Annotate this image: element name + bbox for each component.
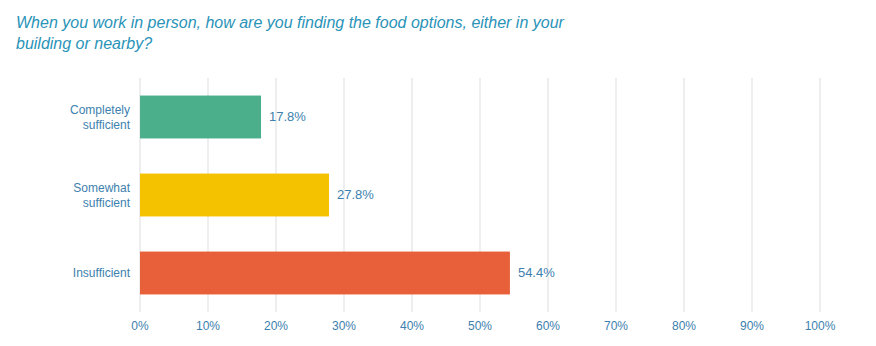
category-label-line: sufficient (83, 196, 131, 210)
tick-label: 40% (400, 319, 424, 333)
data-label: 54.4% (518, 265, 555, 280)
tick-label: 100% (805, 319, 836, 333)
chart-container: When you work in person, how are you fin… (0, 0, 876, 346)
tick-label: 20% (264, 319, 288, 333)
category-label: Insufficient (73, 266, 131, 280)
tick-label: 80% (672, 319, 696, 333)
tick-label: 90% (740, 319, 764, 333)
data-label: 27.8% (337, 187, 374, 202)
tick-label: 10% (196, 319, 220, 333)
grid-line (820, 78, 821, 312)
chart-svg: When you work in person, how are you fin… (0, 0, 876, 346)
title-line: building or nearby? (16, 35, 152, 52)
bars (140, 96, 510, 295)
category-label-line: sufficient (83, 118, 131, 132)
tick-labels: 0% 10% 20% 30% 40% 50% 60% 70% 80% 90% 100% (131, 319, 835, 333)
tick-label: 60% (536, 319, 560, 333)
category-label-line: Completely (70, 103, 130, 117)
bar (140, 96, 261, 139)
bar (140, 174, 329, 217)
category-label: Completelysufficient (70, 103, 131, 132)
grid-line (752, 78, 753, 312)
grid-line (616, 78, 617, 312)
tick-label: 30% (332, 319, 356, 333)
category-label: Somewhatsufficient (73, 181, 130, 210)
bar (140, 252, 510, 295)
category-label-line: Insufficient (73, 266, 131, 280)
category-label-line: Somewhat (73, 181, 130, 195)
data-label: 17.8% (269, 109, 306, 124)
grid (140, 78, 820, 312)
title: When you work in person, how are you fin… (16, 14, 565, 52)
grid-line (684, 78, 685, 312)
tick-label: 50% (468, 319, 492, 333)
tick-label: 0% (131, 319, 149, 333)
tick-label: 70% (604, 319, 628, 333)
labels: Completelysufficient17.8%Somewhatsuffici… (70, 103, 555, 281)
title-line: When you work in person, how are you fin… (16, 14, 565, 31)
